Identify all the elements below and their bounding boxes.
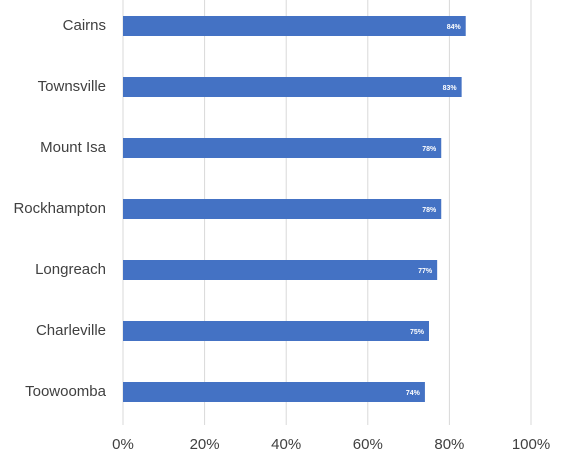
data-label: 78% [422, 207, 437, 214]
x-tick-label: 40% [271, 436, 301, 453]
bar [123, 16, 466, 36]
data-label: 83% [443, 85, 458, 92]
data-label: 74% [406, 390, 421, 397]
x-tick-label: 0% [112, 436, 134, 453]
data-label: 77% [418, 268, 433, 275]
y-tick-label: Longreach [35, 261, 106, 278]
x-tick-label: 20% [190, 436, 220, 453]
y-tick-label: Rockhampton [13, 200, 106, 217]
x-tick-label: 80% [434, 436, 464, 453]
y-tick-label: Toowoomba [25, 383, 107, 400]
y-tick-label: Cairns [63, 17, 106, 34]
y-tick-label: Charleville [36, 322, 106, 339]
bar [123, 260, 438, 280]
bar [123, 77, 462, 97]
data-label: 84% [447, 24, 462, 31]
data-label: 75% [410, 329, 425, 336]
x-tick-label: 100% [512, 436, 550, 453]
bar [123, 321, 429, 341]
y-tick-label: Mount Isa [40, 139, 107, 156]
bar [123, 138, 442, 158]
x-tick-label: 60% [353, 436, 383, 453]
bar [123, 199, 442, 219]
data-label: 78% [422, 146, 437, 153]
bar [123, 382, 425, 402]
y-tick-label: Townsville [38, 78, 106, 95]
